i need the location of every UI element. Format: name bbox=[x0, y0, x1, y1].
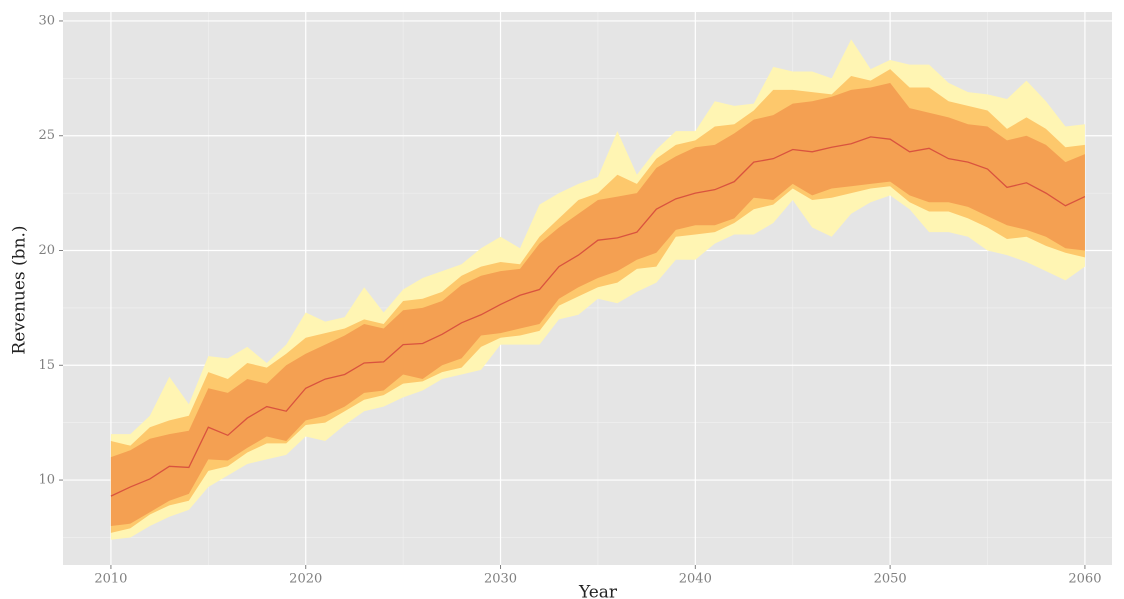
median-line bbox=[110, 136, 1086, 497]
y-tick-label: 10 bbox=[38, 473, 55, 488]
x-axis-title: Year bbox=[578, 583, 618, 599]
x-tick-label: 2060 bbox=[1068, 572, 1101, 587]
x-tick-label: 2050 bbox=[874, 572, 907, 587]
x-tick-label: 2010 bbox=[94, 572, 127, 587]
fan-band bbox=[110, 82, 1085, 526]
x-tick-label: 2030 bbox=[484, 572, 517, 587]
x-tick-label: 2020 bbox=[289, 572, 322, 587]
y-tick-label: 25 bbox=[38, 128, 55, 143]
x-tick-label: 2040 bbox=[679, 572, 712, 587]
y-tick-label: 30 bbox=[38, 13, 55, 28]
y-tick-label: 20 bbox=[38, 243, 55, 258]
y-tick-label: 15 bbox=[38, 358, 55, 373]
y-axis-title: Revenues (bn.) bbox=[10, 225, 30, 354]
